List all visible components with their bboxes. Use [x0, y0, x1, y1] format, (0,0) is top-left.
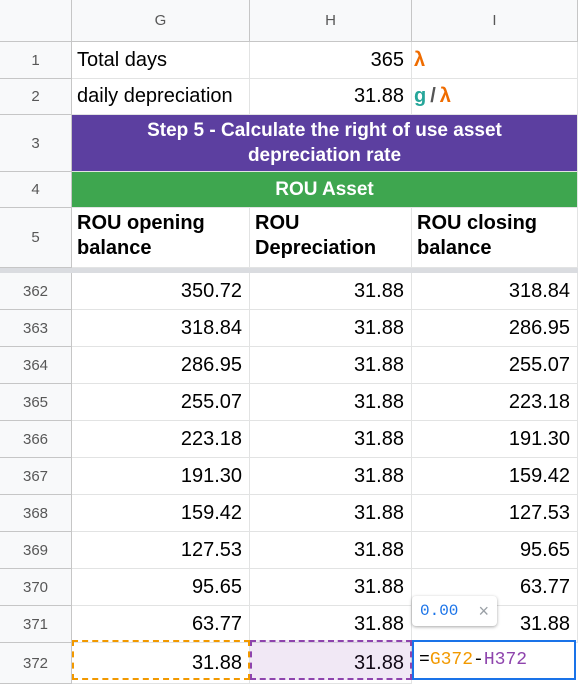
cell-h368[interactable]: 31.88 [250, 495, 412, 532]
row-header-367[interactable]: 367 [0, 458, 72, 495]
cell-g363[interactable]: 318.84 [72, 310, 250, 347]
cell-g1[interactable]: Total days [72, 42, 250, 79]
cell-h362[interactable]: 31.88 [250, 273, 412, 310]
cell-h369[interactable]: 31.88 [250, 532, 412, 569]
corner-select-all[interactable] [0, 0, 72, 42]
cell-g366[interactable]: 223.18 [72, 421, 250, 458]
row-header-366[interactable]: 366 [0, 421, 72, 458]
cell-h372[interactable]: 31.88 [250, 643, 412, 684]
formula-minus: - [473, 650, 484, 670]
cell-h363[interactable]: 31.88 [250, 310, 412, 347]
lambda-icon: λ [414, 48, 426, 71]
g-unit-icon: g [414, 85, 427, 107]
row-header-365[interactable]: 365 [0, 384, 72, 421]
cell-h2[interactable]: 31.88 [250, 79, 412, 115]
cell-i366[interactable]: 191.30 [412, 421, 578, 458]
tooltip-result-value: 0.00 [420, 602, 459, 620]
cell-i363[interactable]: 286.95 [412, 310, 578, 347]
row-header-363[interactable]: 363 [0, 310, 72, 347]
column-header-i[interactable]: I [412, 0, 578, 42]
formula-equals: = [419, 650, 430, 670]
cell-g365[interactable]: 255.07 [72, 384, 250, 421]
cell-i2[interactable]: g / λ [412, 79, 578, 115]
cell-h365[interactable]: 31.88 [250, 384, 412, 421]
cell-g368[interactable]: 159.42 [72, 495, 250, 532]
row-header-369[interactable]: 369 [0, 532, 72, 569]
cell-g2[interactable]: daily depreciation [72, 79, 250, 115]
cell-i365[interactable]: 223.18 [412, 384, 578, 421]
heading-rou-closing-balance[interactable]: ROU closing balance [412, 208, 578, 268]
cell-h371[interactable]: 31.88 [250, 606, 412, 643]
row-header-371[interactable]: 371 [0, 606, 72, 643]
cell-g369[interactable]: 127.53 [72, 532, 250, 569]
cell-g364[interactable]: 286.95 [72, 347, 250, 384]
row-header-362[interactable]: 362 [0, 273, 72, 310]
step-5-title[interactable]: Step 5 - Calculate the right of use asse… [72, 115, 578, 172]
cell-g372[interactable]: 31.88 [72, 643, 250, 684]
close-icon[interactable]: × [478, 600, 489, 621]
row-header-1[interactable]: 1 [0, 42, 72, 79]
rou-asset-title[interactable]: ROU Asset [72, 172, 578, 208]
cell-g367[interactable]: 191.30 [72, 458, 250, 495]
cell-h367[interactable]: 31.88 [250, 458, 412, 495]
row-header-364[interactable]: 364 [0, 347, 72, 384]
cell-h370[interactable]: 31.88 [250, 569, 412, 606]
cell-g371[interactable]: 63.77 [72, 606, 250, 643]
column-header-h[interactable]: H [250, 0, 412, 42]
cell-i362[interactable]: 318.84 [412, 273, 578, 310]
row-header-372[interactable]: 372 [0, 643, 72, 684]
cell-i1[interactable]: λ [412, 42, 578, 79]
cell-h1[interactable]: 365 [250, 42, 412, 79]
slash-separator: / [430, 85, 436, 107]
heading-rou-depreciation[interactable]: ROU Depreciation [250, 208, 412, 268]
row-header-370[interactable]: 370 [0, 569, 72, 606]
row-header-368[interactable]: 368 [0, 495, 72, 532]
cell-i369[interactable]: 95.65 [412, 532, 578, 569]
cell-g370[interactable]: 95.65 [72, 569, 250, 606]
row-header-2[interactable]: 2 [0, 79, 72, 115]
cell-i367[interactable]: 159.42 [412, 458, 578, 495]
cell-i364[interactable]: 255.07 [412, 347, 578, 384]
formula-ref-g372: G372 [429, 650, 474, 670]
cell-g362[interactable]: 350.72 [72, 273, 250, 310]
column-header-g[interactable]: G [72, 0, 250, 42]
cell-h366[interactable]: 31.88 [250, 421, 412, 458]
cell-i368[interactable]: 127.53 [412, 495, 578, 532]
row-header-4[interactable]: 4 [0, 172, 72, 208]
lambda-icon: λ [439, 85, 451, 107]
heading-rou-opening-balance[interactable]: ROU opening balance [72, 208, 250, 268]
row-header-5[interactable]: 5 [0, 208, 72, 268]
frozen-rows-divider[interactable] [0, 268, 578, 273]
row-header-3[interactable]: 3 [0, 115, 72, 172]
active-cell-i372-editor[interactable]: = G372 - H372 [412, 640, 576, 680]
formula-result-tooltip: 0.00 × [412, 596, 497, 626]
cell-h364[interactable]: 31.88 [250, 347, 412, 384]
formula-ref-h372: H372 [483, 650, 528, 670]
